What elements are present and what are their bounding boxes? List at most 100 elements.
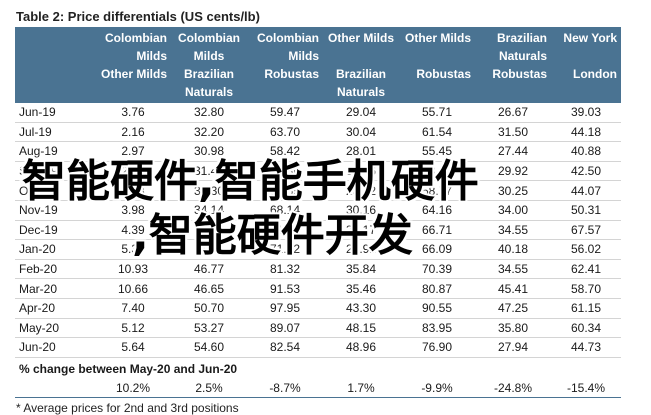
row-value: 47.25 <box>475 298 551 319</box>
row-month: Feb-20 <box>15 259 95 280</box>
row-value: 44.73 <box>551 337 621 358</box>
pct-change-value: 10.2% <box>95 378 171 398</box>
row-value: 30.25 <box>475 180 551 201</box>
header-line: Naturals <box>498 49 547 63</box>
header-cell: Brazilian Naturals Robustas <box>475 27 551 103</box>
row-value: 60.34 <box>551 318 621 339</box>
row-value: 32.20 <box>171 122 247 143</box>
row-value: 58.38 <box>399 161 475 182</box>
row-value: 29.04 <box>323 103 399 123</box>
row-month: Aug-19 <box>15 141 95 162</box>
row-value: 30.46 <box>323 161 399 182</box>
row-month: Oct-19 <box>15 180 95 201</box>
row-value: 61.54 <box>399 122 475 143</box>
row-value: 7.40 <box>95 298 171 319</box>
row-value: 32.30 <box>171 180 247 201</box>
row-value: 30.16 <box>323 200 399 221</box>
row-month: Nov-19 <box>15 200 95 221</box>
row-value: 83.95 <box>399 318 475 339</box>
row-month: Apr-20 <box>15 298 95 319</box>
header-cell: Other Milds Brazilian Naturals <box>323 27 399 103</box>
header-line: Robustas <box>492 67 547 81</box>
header-line: Naturals <box>336 85 386 99</box>
row-value: 3.98 <box>95 200 171 221</box>
row-value: 61.36 <box>247 161 323 182</box>
header-line: London <box>573 67 617 81</box>
row-month: Jan-20 <box>15 239 95 260</box>
table-row: Apr-20 7.40 50.70 97.95 43.30 90.55 47.25 61.15 <box>15 298 621 319</box>
pct-change-header-row: % change between May-20 and Jun-20 <box>15 357 621 378</box>
row-value: 32.17 <box>323 220 399 241</box>
row-value: 5.33 <box>95 239 171 260</box>
row-value: 68.14 <box>247 200 323 221</box>
header-line: Other Milds <box>100 67 167 81</box>
table-row: Aug-19 2.97 30.98 58.42 28.01 55.45 27.44 40.88 <box>15 141 621 162</box>
row-value: 25.91 <box>323 239 399 260</box>
table-row: Oct-19 3.78 32.30 62.55 28.52 58.77 30.25 44.07 <box>15 180 621 201</box>
row-value: 58.42 <box>247 141 323 162</box>
row-value: 10.66 <box>95 278 171 299</box>
pct-change-value: -15.4% <box>551 378 621 398</box>
row-value: 54.60 <box>171 337 247 358</box>
row-value: 39.03 <box>551 103 621 123</box>
header-cell: Other Milds Robustas <box>399 27 475 103</box>
row-value: 34.55 <box>475 220 551 241</box>
header-line: Brazilian <box>335 67 386 81</box>
row-value: 48.15 <box>323 318 399 339</box>
row-value: 55.71 <box>399 103 475 123</box>
row-month: Jun-20 <box>15 337 95 358</box>
pct-change-value: -9.9% <box>399 378 475 398</box>
footnote: * Average prices for 2nd and 3rd positio… <box>16 400 239 415</box>
table-title: Table 2: Price differentials (US cents/l… <box>16 9 260 24</box>
row-value: 35.80 <box>475 318 551 339</box>
row-value: 43.30 <box>323 298 399 319</box>
pct-change-value: 2.5% <box>171 378 247 398</box>
row-month: Jun-19 <box>15 103 95 123</box>
row-value: 30.98 <box>171 141 247 162</box>
price-table: Colombian Milds Other Milds Colombian Milds B… <box>15 27 621 398</box>
row-value: 66.71 <box>399 220 475 241</box>
table-row: Jul-19 2.16 32.20 63.70 30.04 61.54 31.50 44.18 <box>15 122 621 143</box>
row-value: 4.39 <box>95 220 171 241</box>
row-value: 48.96 <box>323 337 399 358</box>
pct-change-value: -8.7% <box>247 378 323 398</box>
row-value: 42.50 <box>551 161 621 182</box>
row-value: 2.98 <box>95 161 171 182</box>
header-line: Colombian <box>178 31 240 45</box>
pct-change-label: % change between May-20 and Jun-20 <box>19 362 238 377</box>
row-value: 35.84 <box>323 259 399 280</box>
pct-change-row: 10.2% 2.5% -8.7% 1.7% -9.9% -24.8% -15.4% <box>15 378 621 398</box>
row-value: 45.41 <box>475 278 551 299</box>
row-value: 97.95 <box>247 298 323 319</box>
header-line: Brazilian <box>183 67 234 81</box>
row-month: Dec-19 <box>15 220 95 241</box>
row-value: 71.42 <box>247 239 323 260</box>
row-value: 2.16 <box>95 122 171 143</box>
pct-change-value: -24.8% <box>475 378 551 398</box>
row-value: 58.70 <box>551 278 621 299</box>
row-value: 2.97 <box>95 141 171 162</box>
row-value: 31.50 <box>475 122 551 143</box>
row-month: Mar-20 <box>15 278 95 299</box>
row-value: 63.70 <box>247 122 323 143</box>
row-value: 3.78 <box>95 180 171 201</box>
row-value: 40.18 <box>475 239 551 260</box>
row-value: 76.90 <box>399 337 475 358</box>
header-line: Milds <box>288 49 319 63</box>
row-value: 89.07 <box>247 318 323 339</box>
row-value: 44.07 <box>551 180 621 201</box>
pct-change-blank <box>15 378 95 398</box>
row-month: Jul-19 <box>15 122 95 143</box>
table-row: Mar-20 10.66 46.65 91.53 35.46 80.87 45.41 58.7… <box>15 278 621 299</box>
row-value: 44.18 <box>551 122 621 143</box>
row-value: 31.24 <box>171 239 247 260</box>
header-line: Naturals <box>184 85 234 99</box>
header-row: Colombian Milds Other Milds Colombian Milds B… <box>15 27 621 103</box>
row-value: 61.15 <box>551 298 621 319</box>
table-row: May-20 5.12 53.27 89.07 48.15 83.95 35.80 60.34 <box>15 318 621 339</box>
header-line: Other Milds <box>327 31 394 45</box>
row-value: 31.44 <box>171 161 247 182</box>
table-row: Dec-19 4.39 36.56 71.10 32.17 66.71 34.55 67.57 <box>15 220 621 241</box>
table-row: Jun-20 5.64 54.60 82.54 48.96 76.90 27.94 44.73 <box>15 337 621 358</box>
row-value: 46.77 <box>171 259 247 280</box>
